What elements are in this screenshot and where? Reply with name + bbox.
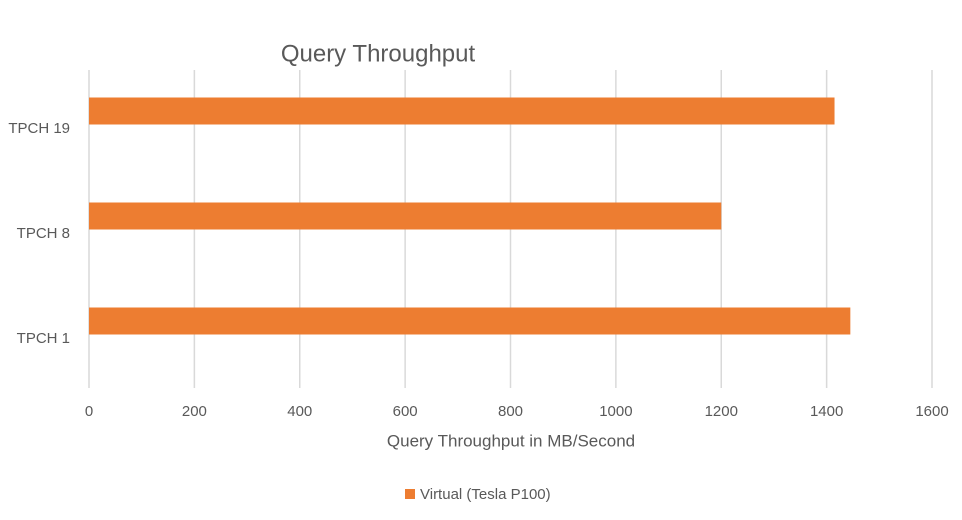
- x-tick-label: 400: [287, 403, 312, 420]
- x-tick-label: 200: [182, 403, 207, 420]
- x-tick-label: 600: [393, 403, 418, 420]
- chart-title: Query Throughput: [281, 40, 476, 67]
- legend-swatch: [405, 489, 415, 499]
- bar: [89, 307, 851, 335]
- x-tick-label: 800: [498, 403, 523, 420]
- bar: [89, 202, 722, 230]
- bar: [89, 97, 835, 125]
- y-tick-label: TPCH 1: [17, 330, 70, 347]
- x-tick-label: 1200: [705, 403, 738, 420]
- legend-label: Virtual (Tesla P100): [420, 486, 551, 503]
- y-tick-label: TPCH 8: [17, 225, 70, 242]
- x-tick-label: 1000: [599, 403, 632, 420]
- y-tick-label: TPCH 19: [8, 120, 70, 137]
- x-tick-label: 0: [85, 403, 93, 420]
- x-tick-label: 1400: [810, 403, 843, 420]
- x-tick-label: 1600: [915, 403, 948, 420]
- x-axis-title: Query Throughput in MB/Second: [387, 431, 635, 450]
